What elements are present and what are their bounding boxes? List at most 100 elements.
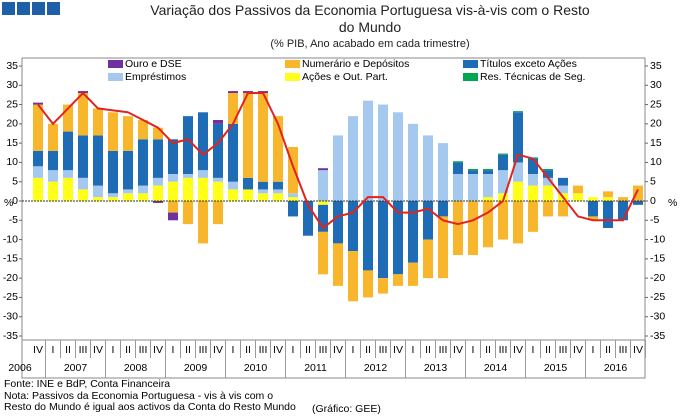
y-tick-label: 15 [6, 137, 18, 149]
y-axis-label: % [4, 197, 13, 209]
bar-segment [243, 93, 253, 178]
bar-segment [618, 201, 628, 221]
x-tick-label: I [352, 344, 355, 356]
bar-segment [153, 139, 163, 178]
bar-segment [138, 120, 148, 140]
x-tick-label: III [79, 344, 88, 356]
y2-tick-label: 0 [650, 195, 656, 207]
bar-segment [258, 181, 268, 190]
x-tick-label: I [532, 344, 535, 356]
bar-segment [378, 278, 388, 294]
x-tick-label: IV [573, 344, 583, 356]
bar-segment [63, 170, 73, 178]
x-tick-label: II [605, 344, 611, 356]
bar-segment [93, 135, 103, 186]
bar-segment [498, 193, 508, 201]
bar-segment [33, 150, 43, 167]
y-tick-label: 5 [12, 175, 18, 187]
bar-segment [78, 93, 88, 136]
bar-segment [123, 150, 133, 190]
y2-tick-label: -10 [650, 233, 665, 245]
bar-segment [108, 112, 118, 151]
bar-segment [633, 201, 643, 205]
bar-segment [438, 143, 448, 201]
chart-subtitle: (% PIB, Ano acabado em cada trimestre) [270, 38, 470, 50]
bar-segment [288, 193, 298, 198]
x-tick-label: IV [33, 344, 43, 356]
bar-segment [228, 123, 238, 182]
bar-segment [423, 135, 433, 201]
y2-tick-label: 15 [650, 137, 662, 149]
source: Fonte: INE e BdP, Conta Financeira [4, 378, 170, 390]
bar-segment [378, 104, 388, 201]
bar-segment [183, 201, 193, 225]
x-tick-label: I [292, 344, 295, 356]
x-tick-label: II [485, 344, 491, 356]
bar-segment [33, 104, 43, 151]
legend-label: Ouro e DSE [125, 58, 182, 70]
legend-swatch [463, 73, 478, 81]
y2-tick-label: 20 [650, 118, 662, 130]
bar-segment [333, 201, 343, 244]
y-tick-label: -20 [3, 272, 18, 284]
logo-square [47, 2, 60, 15]
bar-segment [543, 177, 553, 186]
y-tick-label: -5 [9, 214, 18, 226]
x-tick-label: III [439, 344, 448, 356]
bar-segment [183, 174, 193, 178]
y2-axis-label: % [668, 197, 677, 209]
bar-segment [213, 123, 223, 178]
bar-segment [393, 201, 403, 275]
bar-segment [378, 201, 388, 279]
bar-segment [513, 111, 523, 113]
bar-segment [168, 181, 178, 201]
legend-swatch [463, 60, 478, 68]
total-line [37, 91, 639, 230]
bar-segment [198, 170, 208, 178]
bar-segment [63, 104, 73, 132]
year-label: 2010 [244, 362, 268, 374]
bar-segment [498, 154, 508, 171]
bar-segment [318, 168, 328, 171]
bar-segment [168, 201, 178, 213]
bar-segment [483, 170, 493, 174]
bar-segment [468, 170, 478, 174]
bar-segment [543, 170, 553, 178]
y2-tick-label: 30 [650, 79, 662, 91]
bar-segment [543, 185, 553, 201]
y-tick-label: 35 [6, 60, 18, 72]
bar-segment [453, 162, 463, 174]
bar-segment [438, 201, 448, 217]
x-tick-label: I [172, 344, 175, 356]
y-tick-label: 0 [12, 195, 18, 207]
bar-segment [93, 197, 103, 201]
y2-tick-label: -20 [650, 272, 665, 284]
bar-segment [228, 91, 238, 93]
x-tick-label: III [499, 344, 508, 356]
y-tick-label: -35 [3, 330, 18, 342]
bar-segment [363, 201, 373, 271]
y-tick-label: -25 [3, 291, 18, 303]
bar-segment [48, 181, 58, 201]
year-label: 2013 [424, 362, 448, 374]
x-tick-label: II [125, 344, 131, 356]
bar-segment [228, 181, 238, 190]
bar-segment [78, 189, 88, 201]
bar-segment [198, 112, 208, 171]
bar-segment [618, 197, 628, 201]
bar-segment [228, 189, 238, 201]
bar-segment [288, 197, 298, 201]
bar-segment [48, 150, 58, 171]
legend-swatch [285, 60, 300, 68]
legend-label: Empréstimos [125, 71, 186, 83]
x-tick-label: II [65, 344, 71, 356]
bar-segment [558, 185, 568, 194]
bar-segment [333, 243, 343, 286]
bar-segment [513, 112, 523, 163]
bar-segment [153, 201, 163, 203]
bar-segment [633, 185, 643, 201]
legend-swatch [108, 60, 123, 68]
y-tick-label: -10 [3, 233, 18, 245]
bar-segment [573, 193, 583, 201]
year-label: 2016 [604, 362, 628, 374]
